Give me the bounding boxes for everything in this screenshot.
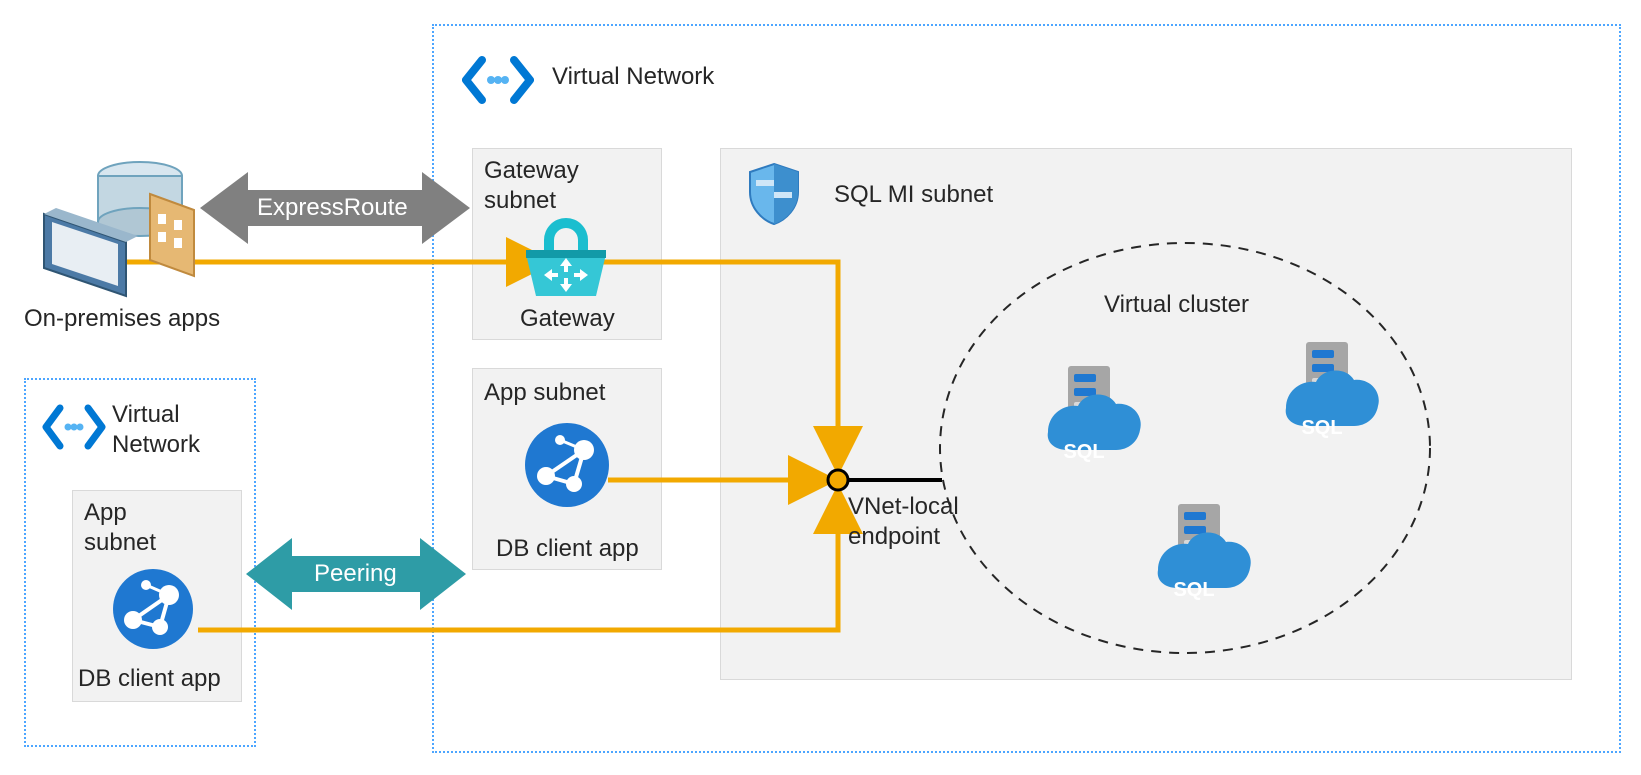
- sql-node-2: SQL: [1264, 336, 1384, 456]
- db-client-app-icon-main: [522, 420, 612, 510]
- sql-node-3: SQL: [1136, 498, 1256, 618]
- virtual-cluster-label: Virtual cluster: [1104, 290, 1249, 320]
- svg-text:SQL: SQL: [1173, 579, 1214, 601]
- endpoint-label: VNet-local endpoint: [848, 492, 988, 552]
- app-subnet-peer-label-bottom: DB client app: [78, 664, 221, 694]
- vnet-icon-peer: [42, 402, 106, 452]
- gateway-subnet-label-bottom: Gateway: [520, 304, 615, 334]
- app-subnet-peer-label-top: App subnet: [84, 498, 204, 558]
- flow-lines: [0, 0, 1641, 775]
- shield-icon: [746, 162, 802, 226]
- db-client-app-icon-peer: [110, 566, 196, 652]
- vnet-icon-main: [462, 52, 534, 108]
- svg-text:SQL: SQL: [1063, 441, 1104, 463]
- sql-mi-subnet-label: SQL MI subnet: [834, 180, 993, 210]
- app-subnet-main-label-top: App subnet: [484, 378, 605, 408]
- app-subnet-main-label-bottom: DB client app: [496, 534, 639, 564]
- gateway-subnet-label-top: Gateway subnet: [484, 156, 644, 216]
- diagram-canvas: ExpressRoute Peering Virtual Network: [0, 0, 1641, 775]
- onprem-label: On-premises apps: [24, 304, 220, 334]
- sql-node-1: SQL: [1026, 360, 1146, 480]
- vnet-main-label: Virtual Network: [552, 62, 714, 92]
- svg-text:SQL: SQL: [1301, 417, 1342, 439]
- onprem-icon: [30, 150, 200, 300]
- gateway-icon: [520, 216, 612, 302]
- vnet-peer-label: Virtual Network: [112, 400, 232, 460]
